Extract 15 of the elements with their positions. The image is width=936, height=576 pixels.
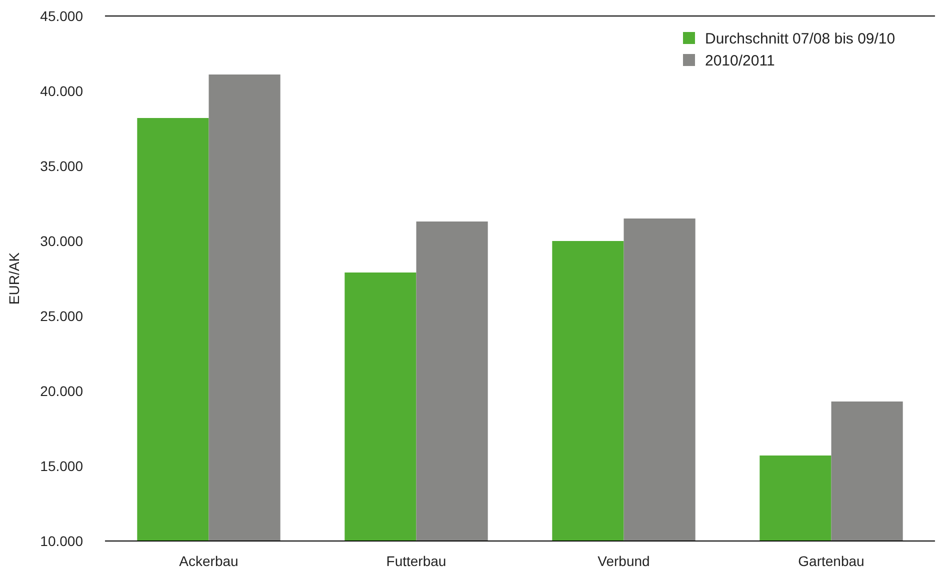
y-tick-label: 20.000: [40, 382, 84, 399]
x-tick-label: Gartenbau: [798, 553, 864, 569]
x-tick-label: Verbund: [598, 553, 650, 569]
x-tick-label: Ackerbau: [179, 553, 238, 569]
y-tick-label: 15.000: [40, 458, 84, 474]
y-tick-label: 10.000: [40, 532, 84, 549]
y-tick-label: 25.000: [40, 308, 84, 324]
y-axis-title: EUR/AK: [6, 252, 22, 305]
y-tick-label: 30.000: [40, 232, 84, 249]
legend-label: Durchschnitt 07/08 bis 09/10: [705, 30, 896, 48]
legend-label: 2010/2011: [705, 52, 775, 70]
y-tick-label: 45.000: [40, 8, 84, 24]
y-tick-label: 35.000: [40, 158, 84, 174]
x-tick-label: Futterbau: [386, 553, 446, 569]
y-tick-label: 40.000: [40, 82, 84, 99]
